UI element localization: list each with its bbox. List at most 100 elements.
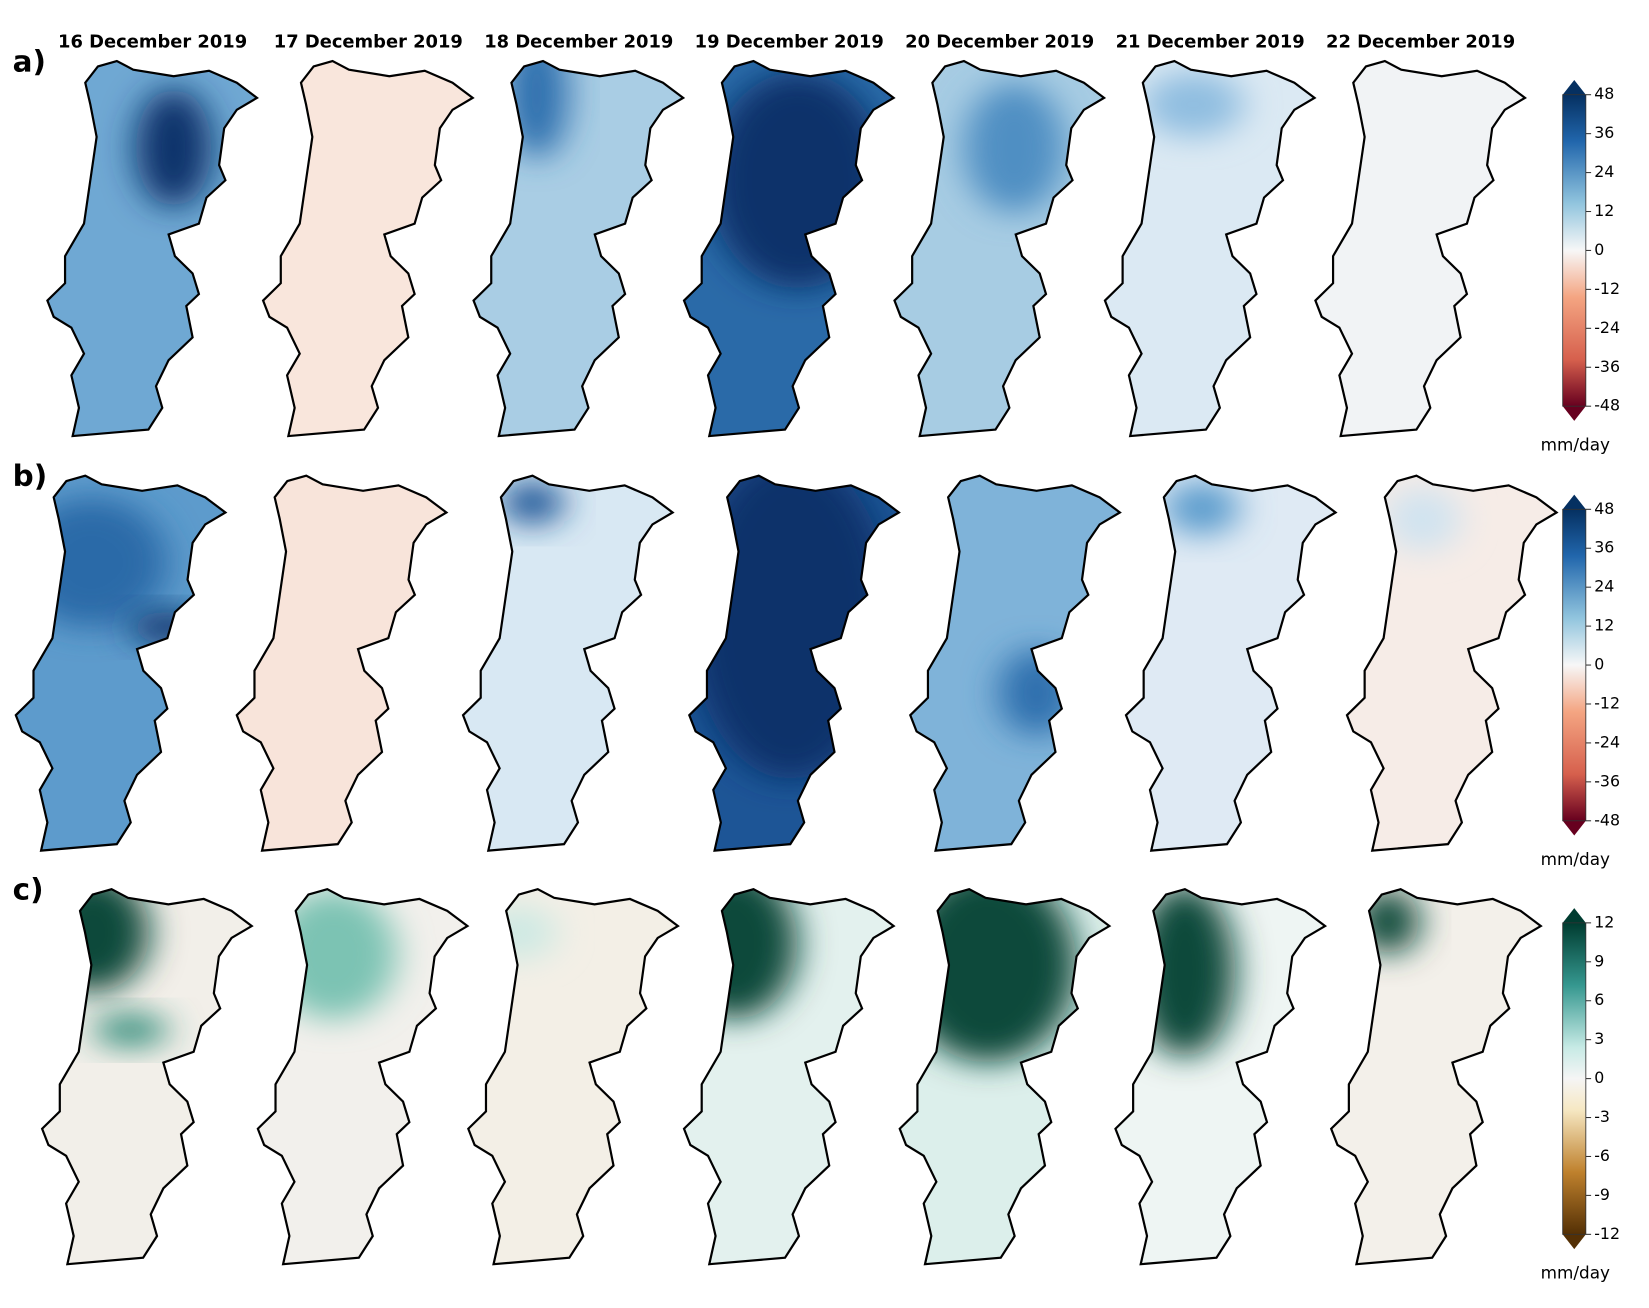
map	[463, 476, 673, 851]
map	[47, 61, 257, 436]
map	[1347, 476, 1557, 851]
precip-area	[42, 889, 150, 993]
coastline	[258, 889, 468, 1264]
precip-area	[480, 905, 557, 960]
map	[468, 889, 678, 1264]
colorbar-tick-label: -24	[1594, 732, 1620, 751]
region-fill	[236, 475, 447, 851]
coastline	[1315, 61, 1525, 436]
column-title: 22 December 2019	[1326, 31, 1515, 52]
coastline	[237, 476, 447, 851]
precip-area	[500, 481, 565, 525]
coastline	[684, 889, 894, 1264]
region-fill	[1125, 475, 1336, 851]
colorbar-tick-label: 12	[1594, 616, 1614, 635]
precip-area	[963, 82, 1065, 213]
precip-area	[1384, 486, 1461, 552]
map	[689, 454, 899, 851]
row-label: a)	[13, 45, 46, 79]
map	[900, 868, 1110, 1265]
column-title: 17 December 2019	[274, 31, 463, 52]
map	[671, 868, 893, 1265]
colorbar-tick-label: 6	[1594, 990, 1604, 1009]
colorbar-tick-label: -12	[1594, 693, 1620, 712]
colorbar-tick-label: 0	[1594, 240, 1604, 259]
colorbar-tick-label: 9	[1594, 951, 1604, 970]
colorbar-tick-label: 0	[1594, 1068, 1604, 1087]
coastline	[16, 476, 226, 851]
region-fill	[263, 61, 473, 437]
hotspots	[998, 649, 1075, 736]
colorbar-tick-label: 36	[1594, 538, 1614, 557]
hotspots	[1163, 481, 1240, 536]
colorbar-unit: mm/day	[1541, 849, 1610, 869]
column-title: 19 December 2019	[695, 31, 884, 52]
hotspots	[1134, 889, 1236, 1058]
region-fill	[1104, 61, 1315, 437]
colorbar-tick-label: -12	[1594, 1224, 1620, 1243]
map	[237, 476, 447, 851]
column-title: 20 December 2019	[905, 31, 1094, 52]
hotspots	[689, 475, 892, 780]
hotspots	[270, 889, 397, 1020]
colorbar-extend	[1562, 406, 1586, 421]
precip-area	[15, 497, 168, 628]
precip-area	[899, 889, 1077, 1063]
hotspots	[500, 481, 565, 525]
precip-area	[92, 1013, 169, 1047]
map	[1126, 476, 1336, 851]
precip-area	[709, 71, 887, 289]
map	[1105, 61, 1315, 436]
colorbar-extend	[1562, 1234, 1586, 1250]
hotspots	[1384, 486, 1461, 552]
colorbar	[1562, 94, 1587, 407]
colorbar-tick-label: -48	[1594, 396, 1620, 415]
coastline	[910, 476, 1120, 851]
colorbar	[1562, 922, 1587, 1235]
colorbar-tick-label: 48	[1594, 84, 1614, 103]
colorbar-tick-label: -48	[1594, 810, 1620, 829]
map	[1315, 61, 1525, 436]
colorbar-extend	[1562, 494, 1586, 510]
colorbar-tick-label: 12	[1594, 201, 1614, 220]
column-title: 16 December 2019	[58, 31, 247, 52]
map	[474, 29, 684, 437]
map	[258, 889, 468, 1264]
region-fill	[473, 61, 684, 437]
coastline	[1105, 61, 1315, 436]
map	[36, 873, 252, 1264]
precip-area	[270, 889, 397, 1020]
hotspots	[963, 82, 1065, 213]
hotspots	[899, 889, 1077, 1063]
map	[16, 476, 226, 851]
coastline	[474, 61, 684, 436]
colorbar-tick-label: 36	[1594, 123, 1614, 142]
colorbar-unit: mm/day	[1541, 1263, 1610, 1283]
precip-area	[1134, 889, 1236, 1058]
map	[263, 61, 473, 436]
column-title: 21 December 2019	[1116, 31, 1305, 52]
colorbar-tick-label: -9	[1594, 1185, 1610, 1204]
coastline	[468, 889, 678, 1264]
colorbar-tick-label: 12	[1594, 912, 1614, 931]
map	[1331, 889, 1541, 1264]
precip-area	[135, 88, 212, 208]
coastline	[894, 61, 1104, 436]
coastline	[1126, 476, 1336, 851]
coastline	[689, 476, 899, 851]
coastline	[263, 61, 473, 436]
colorbar-tick-label: -6	[1594, 1146, 1610, 1165]
precip-area	[1356, 889, 1420, 955]
colorbar-extend	[1562, 820, 1586, 836]
colorbar-tick-label: -12	[1594, 279, 1620, 298]
coastline	[900, 889, 1110, 1264]
precip-area	[689, 475, 892, 780]
region-fill	[1315, 61, 1526, 437]
map	[894, 61, 1104, 436]
colorbar-extend	[1562, 908, 1586, 923]
region-fill	[468, 889, 678, 1265]
row-label: b)	[13, 459, 48, 493]
map	[684, 61, 894, 436]
colorbar-tick-label: -36	[1594, 771, 1620, 790]
